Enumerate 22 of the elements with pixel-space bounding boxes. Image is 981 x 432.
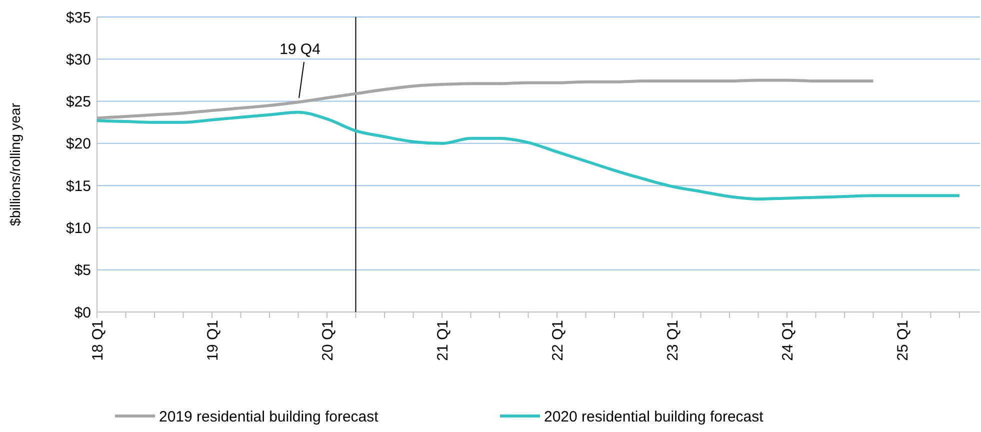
y-axis-title: $billions/rolling year <box>7 102 23 226</box>
y-tick-label: $15 <box>66 178 91 195</box>
x-tick-label: 19 Q1 <box>204 320 222 361</box>
y-tick-label: $20 <box>66 136 91 153</box>
x-tick-label: 18 Q1 <box>89 320 106 361</box>
legend-label: 2019 residential building forecast <box>159 408 380 426</box>
line-series <box>96 78 875 120</box>
y-tick-label: $30 <box>66 51 91 68</box>
x-tick-label: 24 Q1 <box>779 320 796 361</box>
line-series <box>96 110 961 201</box>
y-tick-label: $0 <box>74 304 91 322</box>
x-tick-label: 20 Q1 <box>319 320 336 361</box>
annotation: 19 Q4 <box>280 41 320 58</box>
y-tick-label: $10 <box>66 220 91 237</box>
y-tick-label: $25 <box>66 94 91 111</box>
x-tick-label: 23 Q1 <box>664 320 682 361</box>
x-tick-label: 25 Q1 <box>894 320 912 361</box>
legend-label: 2020 residential building forecast <box>544 408 764 426</box>
x-tick-label: 22 Q1 <box>549 320 566 361</box>
y-tick-label: $35 <box>66 9 91 26</box>
x-tick-label: 21 Q1 <box>434 320 452 361</box>
y-tick-label: $5 <box>74 262 91 280</box>
